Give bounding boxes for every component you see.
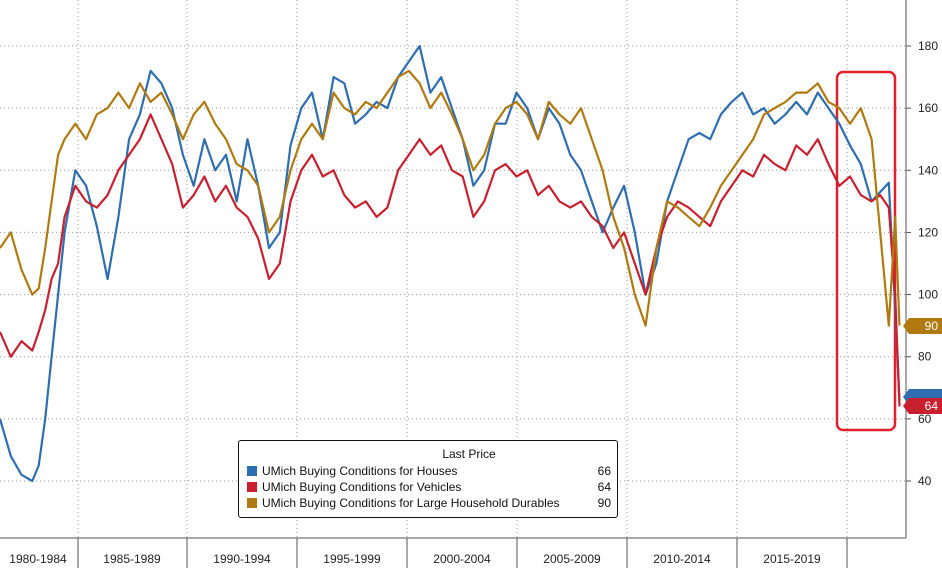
y-tick-label-160: 160 xyxy=(918,101,938,115)
legend-swatch-houses xyxy=(247,466,257,476)
series-lines xyxy=(0,44,901,483)
x-period-label-1: 1985-1989 xyxy=(103,552,161,566)
legend-entry-houses: UMich Buying Conditions for Houses 66 xyxy=(247,463,611,479)
legend: Last Price UMich Buying Conditions for H… xyxy=(238,440,618,518)
x-period-label-7: 2015-2019 xyxy=(763,552,821,566)
legend-value-houses: 66 xyxy=(597,464,611,478)
x-period-label-6: 2010-2014 xyxy=(653,552,711,566)
legend-entry-durables: UMich Buying Conditions for Large Househ… xyxy=(247,495,611,511)
legend-swatch-vehicles xyxy=(247,482,257,492)
last-price-tag-arrow-1 xyxy=(903,398,909,415)
series-line-vehicles xyxy=(0,113,901,407)
series-line-durables xyxy=(0,69,901,327)
legend-value-durables: 90 xyxy=(597,496,611,510)
last-price-tag-0: 90 xyxy=(909,317,942,334)
highlight-rectangle xyxy=(835,70,897,432)
last-price-tag-1: 64 xyxy=(909,398,942,415)
x-axis-labels: 1980-1984 1985-1989 1990-1994 1995-1999 2000… xyxy=(9,552,821,566)
x-period-label-0: 1980-1984 xyxy=(9,552,67,566)
y-tick-label-140: 140 xyxy=(918,163,938,177)
y-tick-label-100: 100 xyxy=(918,288,938,302)
last-price-tag-arrow-0 xyxy=(903,317,909,334)
y-tick-label-180: 180 xyxy=(918,39,938,53)
x-period-label-5: 2005-2009 xyxy=(543,552,601,566)
x-period-label-2: 1990-1994 xyxy=(213,552,271,566)
x-period-label-4: 2000-2004 xyxy=(433,552,491,566)
y-tick-label-120: 120 xyxy=(918,225,938,239)
y-tick-label-60: 60 xyxy=(918,412,932,426)
y-tick-label-80: 80 xyxy=(918,350,932,364)
y-axis-ticks: 180 160 140 120 100 80 60 40 xyxy=(906,39,938,488)
series-line-houses xyxy=(0,44,901,483)
plot-frame xyxy=(0,0,907,568)
highlight-box xyxy=(835,70,897,432)
x-period-label-3: 1995-1999 xyxy=(323,552,381,566)
legend-title: Last Price xyxy=(442,447,496,461)
legend-label-durables: UMich Buying Conditions for Large Househ… xyxy=(262,496,560,510)
legend-entry-vehicles: UMich Buying Conditions for Vehicles 64 xyxy=(247,479,611,495)
legend-label-vehicles: UMich Buying Conditions for Vehicles xyxy=(262,480,462,494)
legend-value-vehicles: 64 xyxy=(597,480,611,494)
legend-label-houses: UMich Buying Conditions for Houses xyxy=(262,464,458,478)
y-tick-label-40: 40 xyxy=(918,474,932,488)
legend-swatch-durables xyxy=(247,498,257,508)
last-price-tag-arrow-2 xyxy=(903,389,909,406)
